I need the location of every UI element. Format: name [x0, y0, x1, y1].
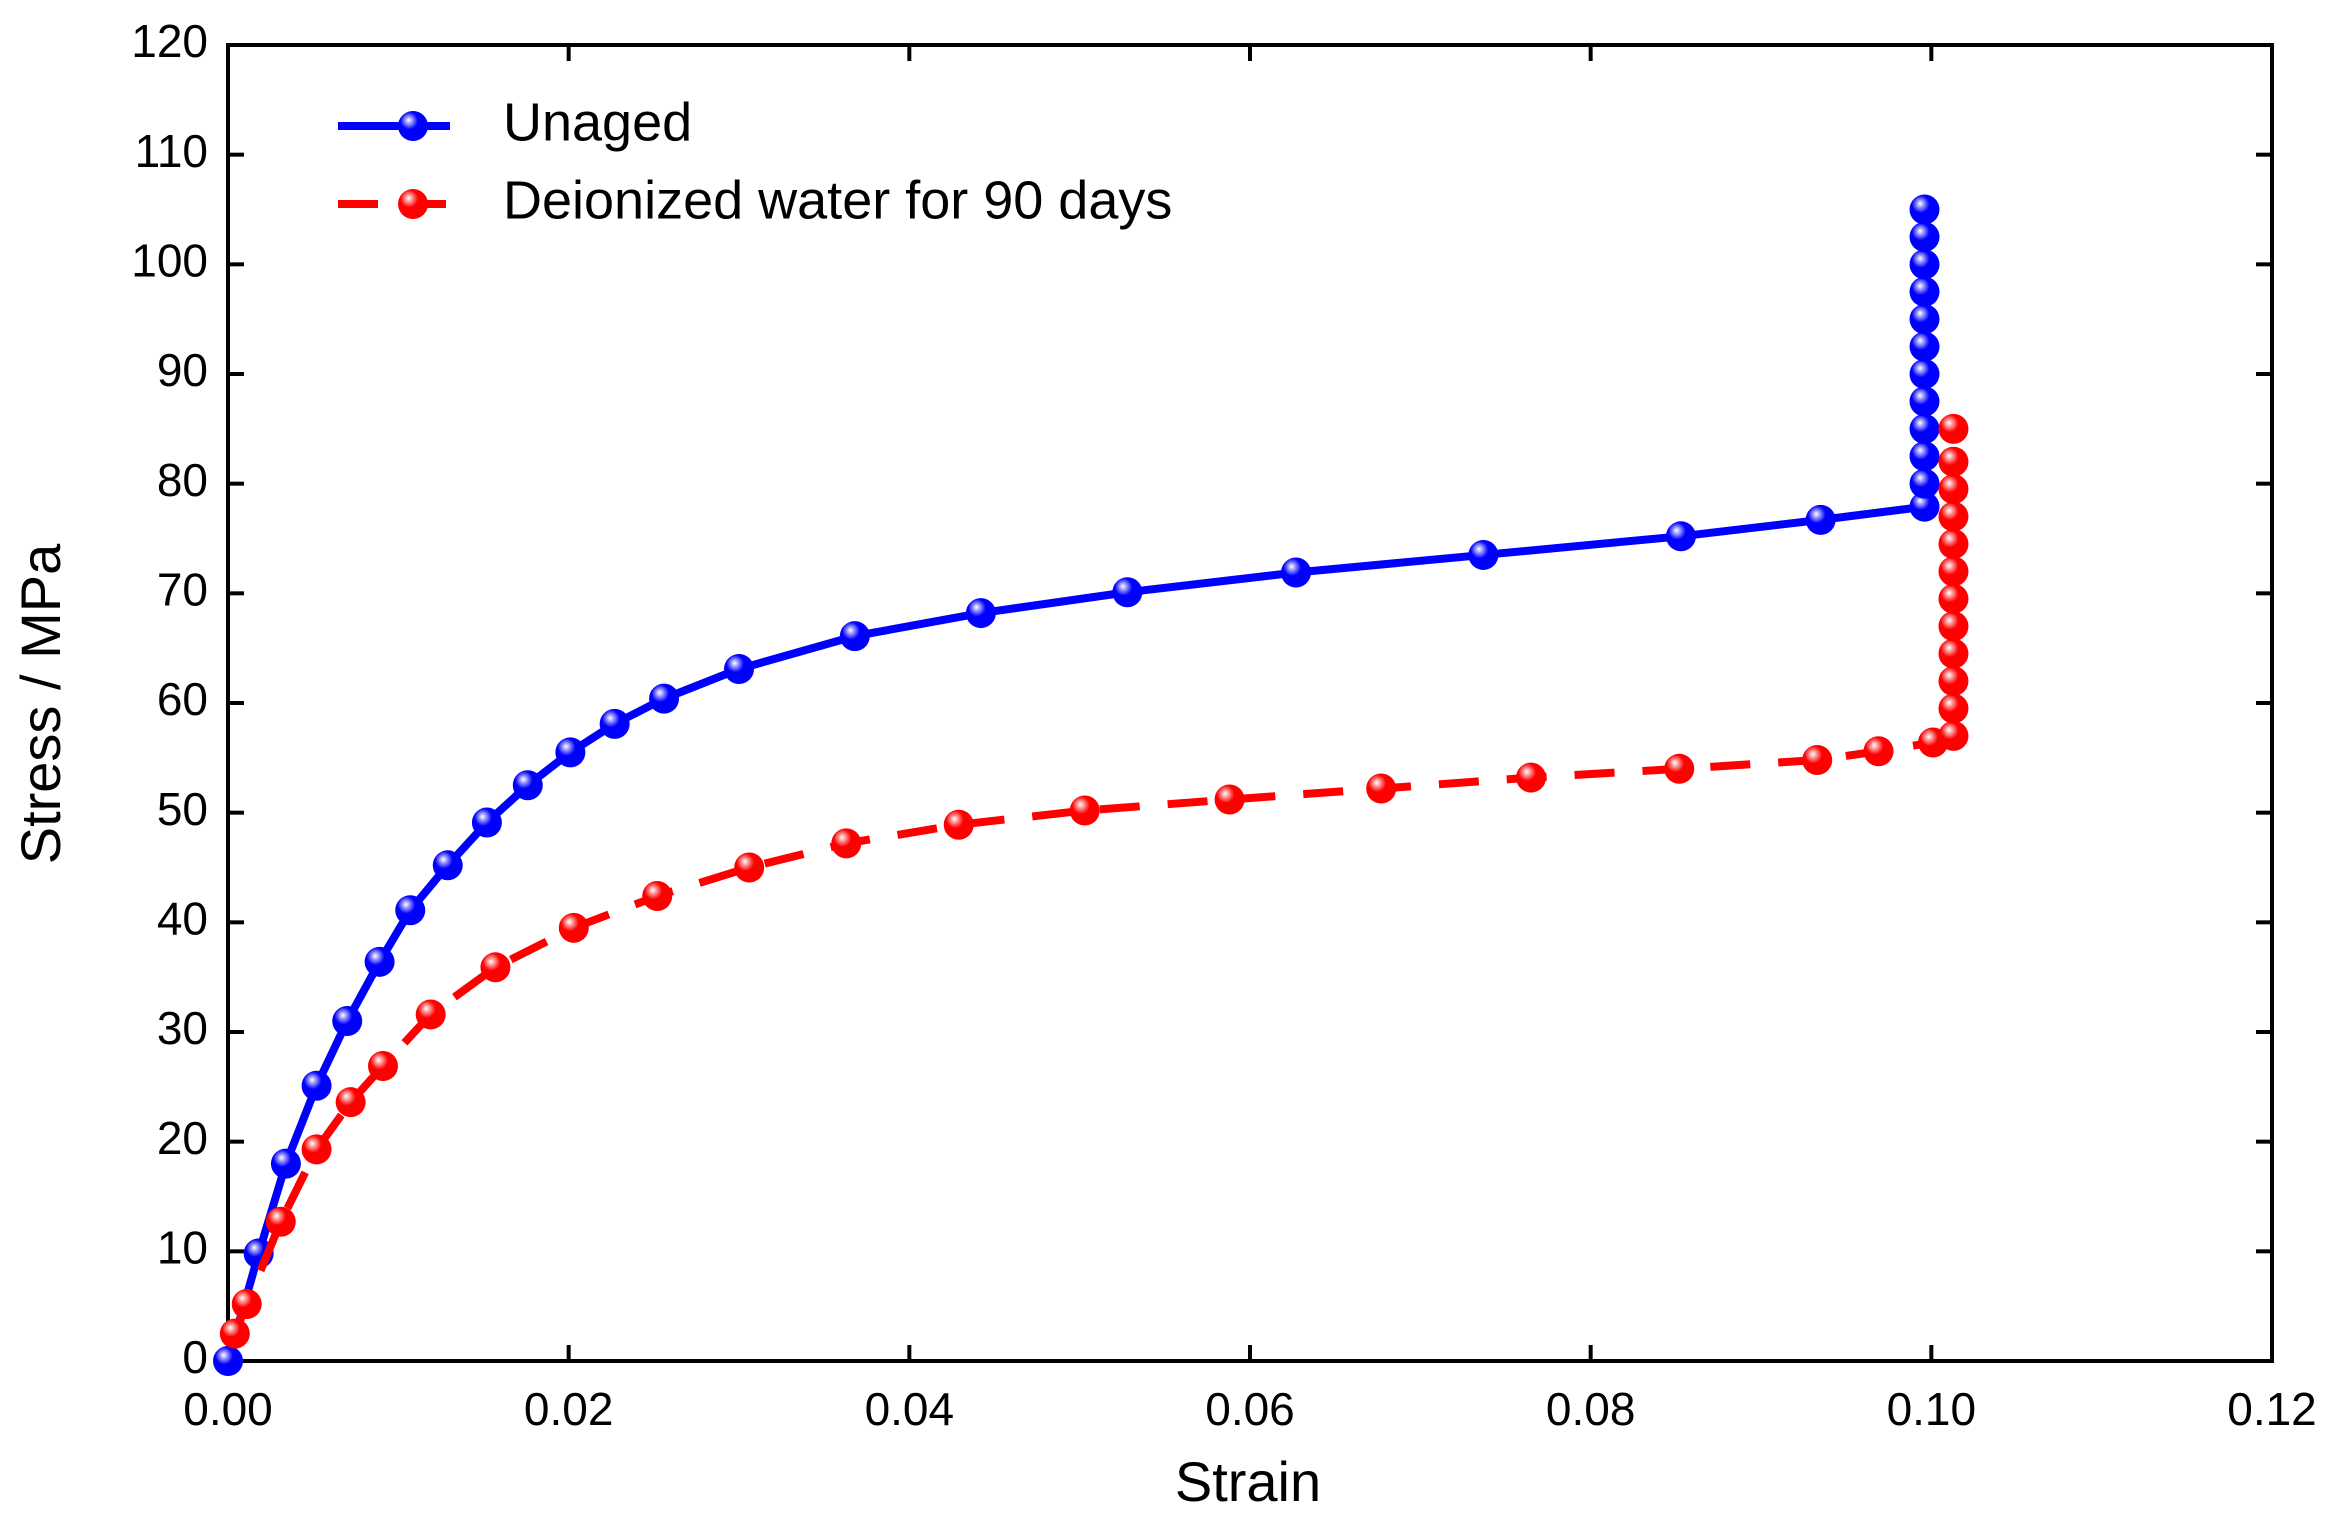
legend-text: Deionized water for 90 days — [503, 170, 1172, 230]
marker — [1909, 491, 1940, 522]
marker — [1664, 753, 1695, 784]
marker — [301, 1134, 332, 1165]
marker — [1069, 795, 1100, 826]
marker — [1938, 611, 1969, 642]
legend-marker — [398, 111, 428, 141]
series-line — [224, 209, 1929, 1363]
marker — [1909, 194, 1940, 225]
marker — [1909, 221, 1940, 252]
marker — [1516, 762, 1547, 793]
y-tick-label: 100 — [131, 234, 208, 286]
y-tick-label: 80 — [157, 454, 208, 506]
marker — [1938, 720, 1969, 751]
y-tick-label: 110 — [135, 125, 208, 177]
marker — [965, 598, 996, 629]
marker — [1665, 521, 1696, 552]
x-axis-title: Strain — [1175, 1450, 1321, 1513]
x-tick-label: 0.10 — [1887, 1383, 1977, 1435]
x-tick-label: 0.06 — [1205, 1383, 1295, 1435]
y-tick-label: 120 — [131, 15, 208, 67]
marker — [219, 1318, 250, 1349]
marker — [512, 770, 543, 801]
marker — [1938, 638, 1969, 669]
marker — [1909, 359, 1940, 389]
marker — [1112, 577, 1143, 608]
marker — [1805, 504, 1836, 535]
marker — [1938, 446, 1969, 477]
marker — [839, 621, 870, 652]
marker — [265, 1206, 296, 1237]
marker — [1938, 583, 1969, 614]
marker — [649, 683, 680, 714]
marker — [301, 1070, 332, 1101]
marker — [555, 737, 586, 768]
marker — [724, 654, 754, 685]
marker — [332, 1006, 363, 1037]
x-tick-label: 0.02 — [524, 1383, 614, 1435]
y-tick-label: 0 — [182, 1331, 208, 1383]
marker — [1802, 745, 1833, 776]
marker — [368, 1050, 399, 1081]
marker — [415, 999, 446, 1030]
marker — [1863, 736, 1894, 767]
marker — [1909, 468, 1940, 499]
y-axis-title: Stress / MPa — [9, 543, 72, 864]
marker — [943, 809, 974, 840]
y-tick-label: 70 — [157, 563, 208, 615]
marker — [395, 895, 426, 926]
marker — [1909, 331, 1940, 362]
marker — [558, 912, 589, 943]
marker — [432, 850, 463, 881]
legend-text: Unaged — [503, 92, 692, 152]
y-tick-label: 10 — [157, 1221, 208, 1273]
marker — [642, 881, 673, 912]
marker — [1938, 556, 1969, 587]
marker — [471, 807, 502, 838]
marker — [480, 952, 511, 983]
y-tick-label: 40 — [157, 892, 208, 944]
y-tick-label: 20 — [157, 1112, 208, 1164]
x-tick-label: 0.00 — [183, 1383, 273, 1435]
marker — [1938, 501, 1969, 532]
marker — [213, 1346, 243, 1376]
marker — [1280, 557, 1311, 588]
marker — [335, 1087, 366, 1118]
x-tick-label: 0.04 — [865, 1383, 955, 1435]
marker — [1938, 474, 1969, 505]
marker — [1938, 666, 1969, 697]
marker — [1938, 413, 1969, 444]
marker — [1468, 539, 1499, 570]
marker — [1909, 413, 1940, 444]
y-tick-label: 60 — [157, 673, 208, 725]
marker — [599, 708, 630, 739]
marker — [734, 852, 765, 883]
marker — [1938, 528, 1969, 559]
marker — [364, 946, 395, 977]
marker — [1214, 784, 1245, 815]
marker — [1938, 693, 1969, 724]
x-tick-label: 0.12 — [2227, 1383, 2317, 1435]
marker — [1909, 386, 1940, 417]
y-tick-label: 90 — [157, 344, 208, 396]
series-line — [231, 428, 1958, 1336]
marker — [1909, 249, 1940, 280]
marker — [1909, 276, 1940, 307]
marker — [1909, 304, 1940, 335]
marker — [231, 1288, 262, 1319]
y-tick-label: 30 — [157, 1002, 208, 1054]
marker — [270, 1148, 301, 1179]
marker — [831, 828, 862, 859]
legend-marker — [398, 189, 428, 219]
x-tick-label: 0.08 — [1546, 1383, 1636, 1435]
marker — [1366, 773, 1397, 804]
y-tick-label: 50 — [157, 783, 208, 835]
marker — [1909, 441, 1940, 472]
